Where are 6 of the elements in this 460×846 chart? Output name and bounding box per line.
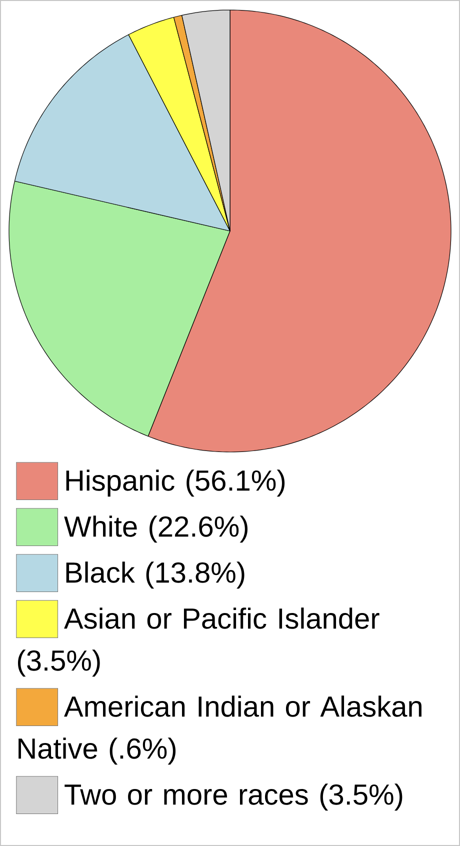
legend-label: Asian or Pacific Islander (3.5%) xyxy=(18,608,380,677)
legend-label: Black (13.8%) xyxy=(66,562,244,589)
legend-label: Hispanic (56.1%) xyxy=(66,470,285,497)
legend-label: White (22.6%) xyxy=(64,516,248,543)
legend-label: Two or more races (3.5%) xyxy=(64,784,402,811)
legend-label: American Indian or Alaskan Native (.6%) xyxy=(18,696,422,765)
